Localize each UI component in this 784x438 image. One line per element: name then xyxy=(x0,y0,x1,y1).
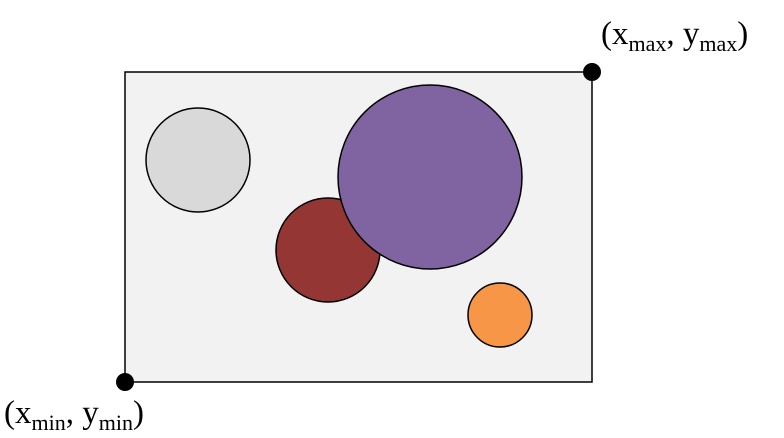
max-label-separator: , xyxy=(666,16,683,52)
min-label-close-paren: ) xyxy=(132,395,144,431)
min-label-open-paren: ( xyxy=(4,395,15,431)
max-corner-label: (xmax, ymax) xyxy=(601,18,748,55)
min-label-separator: , xyxy=(65,395,83,431)
max-label-y: y xyxy=(682,16,700,52)
min-corner-label: (xmin, ymin) xyxy=(4,397,144,434)
max-label-close-paren: ) xyxy=(737,16,749,52)
max-label-x-subscript: max xyxy=(628,31,667,56)
circle-light-gray xyxy=(145,107,251,213)
min-label-y-subscript: min xyxy=(98,410,133,435)
min-label-x: x xyxy=(15,395,32,431)
circle-orange xyxy=(467,282,533,348)
max-corner-point xyxy=(583,63,601,81)
circle-purple xyxy=(337,84,523,270)
max-label-open-paren: ( xyxy=(601,16,612,52)
max-label-y-subscript: max xyxy=(699,31,738,56)
min-label-y: y xyxy=(82,395,99,431)
min-corner-point xyxy=(116,373,134,391)
max-label-x: x xyxy=(612,16,629,52)
min-label-x-subscript: min xyxy=(31,410,66,435)
